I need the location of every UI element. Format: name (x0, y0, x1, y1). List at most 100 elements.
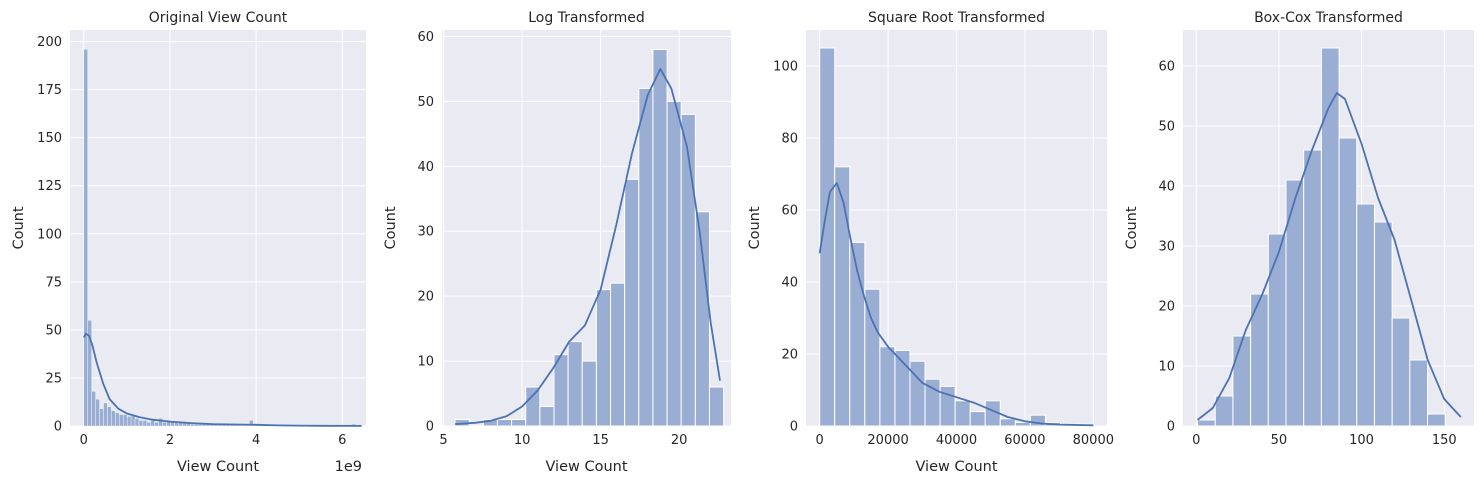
histogram-bar (694, 211, 710, 427)
y-tick-label: 30 (417, 225, 434, 240)
y-tick-label: 40 (781, 276, 798, 291)
x-tick-label: 0 (816, 433, 824, 448)
histogram-bar (1356, 203, 1375, 427)
y-tick-label: 20 (1158, 300, 1175, 315)
histogram-bar (1197, 419, 1216, 427)
axis-offset-text: 1e9 (335, 459, 362, 475)
x-tick-label: 4 (252, 433, 260, 448)
y-tick-label: 0 (426, 420, 434, 435)
y-tick-label: 175 (37, 83, 62, 98)
histogram-bar (107, 406, 112, 427)
chart-title: Original View Count (149, 10, 288, 26)
histogram-bar (1029, 414, 1046, 427)
histogram-bar (146, 421, 152, 427)
x-tick-label: 60000 (1004, 433, 1045, 448)
kde-line (1196, 92, 1462, 421)
histogram-bar (126, 416, 132, 427)
plot-area (70, 30, 366, 426)
histogram-bar (103, 402, 108, 427)
histogram-bar (158, 418, 163, 427)
histogram-bar (525, 386, 541, 427)
y-tick-label: 60 (781, 204, 798, 219)
kde-line (83, 332, 362, 427)
y-tick-label: 20 (417, 290, 434, 305)
histogram-bar (1232, 335, 1252, 427)
chart-title: Log Transformed (528, 10, 645, 26)
histogram-bar (138, 420, 144, 427)
y-axis-label: Count (747, 206, 763, 249)
x-tick-label: 2 (166, 433, 174, 448)
histogram-bar (1303, 149, 1322, 427)
histogram-bar (581, 360, 597, 427)
x-tick-label: 5 (439, 433, 447, 448)
y-tick-label: 20 (781, 348, 798, 363)
x-tick-label: 6 (338, 433, 346, 448)
histogram-bar (969, 411, 986, 427)
histogram-bar (638, 87, 654, 427)
histogram-bar (999, 418, 1016, 427)
x-tick-label: 20 (671, 433, 688, 448)
kde-line (454, 68, 721, 425)
histogram-bar (1267, 233, 1287, 427)
y-axis-label: Count (11, 206, 27, 249)
histogram-bar (1285, 179, 1305, 427)
x-tick-label: 0 (1192, 433, 1200, 448)
x-axis-label: View Count (915, 459, 997, 475)
y-tick-label: 30 (1158, 240, 1175, 255)
histogram-bar (954, 400, 971, 427)
y-tick-label: 50 (1158, 120, 1175, 135)
x-tick-label: 20000 (867, 433, 908, 448)
histogram-bar (91, 391, 96, 427)
y-tick-label: 0 (54, 420, 62, 435)
chart-title: Square Root Transformed (868, 10, 1045, 26)
histogram-bar (1409, 359, 1429, 427)
histogram-bar (99, 408, 104, 427)
y-axis-label: Count (1124, 206, 1140, 249)
histogram-bar (150, 420, 155, 427)
y-tick-label: 50 (45, 323, 62, 338)
histogram-bar (87, 320, 92, 427)
x-tick-label: 100 (1349, 433, 1374, 448)
y-tick-label: 150 (37, 131, 62, 146)
chart-title: Box-Cox Transformed (1254, 10, 1403, 26)
y-tick-label: 50 (417, 95, 434, 110)
histogram-bar (567, 341, 583, 427)
histogram-bar (190, 423, 195, 427)
x-tick-label: 0 (80, 433, 88, 448)
histogram-bar (539, 406, 555, 427)
histogram-bar (119, 414, 124, 427)
histogram-bar (1427, 413, 1446, 427)
x-tick-label: 15 (592, 433, 609, 448)
chart-panel-4: 0 10 20 30 40 50 60 0 50 100 150 Box-Cox Transforme… (1124, 10, 1474, 448)
histogram-bar (83, 49, 88, 427)
x-tick-label: 40000 (936, 433, 977, 448)
y-tick-label: 60 (1158, 60, 1175, 75)
kde-line (818, 182, 1094, 427)
histogram-bar (511, 419, 527, 427)
y-tick-label: 125 (37, 179, 62, 194)
y-tick-label: 80 (781, 132, 798, 147)
y-tick-label: 10 (417, 355, 434, 370)
histogram-bar (666, 100, 682, 427)
histogram-bar (1373, 221, 1393, 427)
histogram-bar (708, 386, 725, 427)
x-tick-label: 50 (1271, 433, 1288, 448)
y-tick-label: 40 (1158, 180, 1175, 195)
histogram-bar (496, 419, 513, 427)
histogram-bar (142, 420, 148, 427)
histogram-bar (249, 420, 254, 427)
histogram-bar (1338, 137, 1358, 427)
histogram-bar (879, 346, 896, 427)
histogram-bar (154, 421, 159, 427)
histogram-bar (1391, 317, 1411, 427)
y-tick-label: 200 (37, 35, 62, 50)
chart-panel-3: 0 20 40 60 80 100 0 20000 40000 60000 80000 Square … (747, 10, 1114, 475)
histogram-bar (115, 412, 120, 427)
y-tick-label: 40 (417, 160, 434, 175)
histogram-bar (864, 288, 881, 427)
histogram-bar (1014, 421, 1031, 427)
histogram-bar (193, 423, 199, 427)
y-tick-label: 10 (1158, 360, 1175, 375)
histogram-bar (624, 178, 640, 427)
